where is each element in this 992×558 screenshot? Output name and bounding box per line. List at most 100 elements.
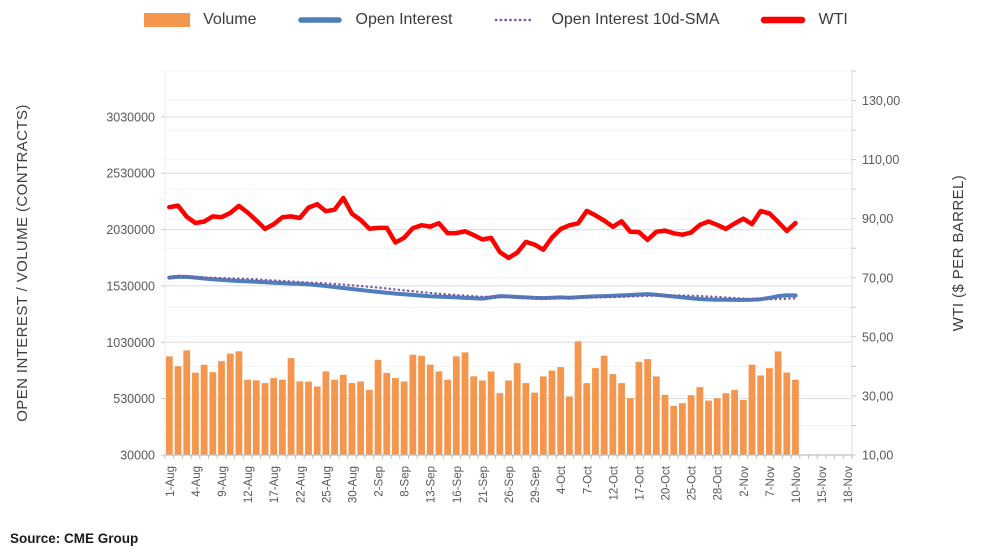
right-axis-tick-label: 30,00 [862,389,893,403]
volume-bar [261,383,269,455]
volume-swatch [144,13,191,27]
open-interest-10d-sma-swatch [495,18,536,22]
x-axis-tick-label: 25-Oct [687,465,699,500]
volume-bar [235,351,243,455]
x-axis-tick-label: 21-Sep [478,466,490,503]
volume-bar [357,381,365,455]
x-axis-tick-label: 7-Nov [765,466,777,497]
volume-bar [174,366,182,455]
x-axis-tick-label: 25-Aug [321,466,333,503]
volume-bar [322,371,330,455]
left-axis-tick-labels: 3030000 2530000 2030000 1530000 1030000 53000… [106,110,155,462]
volume-bar [409,354,417,455]
volume-bar [635,362,643,455]
x-axis-tick-label: 15-Nov [817,466,829,503]
left-axis-tick-label: 3030000 [106,110,155,124]
legend-item-volume: Volume [144,11,257,29]
left-axis-tick-label: 2030000 [106,223,155,237]
right-axis-tick-label: 50,00 [862,330,893,344]
volume-bar [696,387,704,455]
volume-bar [426,364,434,455]
x-axis-tick-label: 29-Sep [530,466,542,503]
x-axis-tick-label: 26-Sep [504,466,516,503]
volume-bar [739,399,747,455]
volume-bar [644,359,652,455]
x-axis-tick-label: 4-Aug [191,466,203,497]
volume-bar [774,351,782,455]
chart-legend: Volume Open Interest Open Interest 10d-SMA… [0,4,992,36]
volume-bar [183,350,191,455]
chart-canvas: 3030000 2530000 2030000 1530000 1030000 53000… [14,70,967,503]
volume-bar [313,386,321,455]
volume-bar [165,356,173,455]
open-interest-sma-line [168,275,797,301]
volume-bar [487,371,495,455]
volume-bar [731,389,738,455]
volume-bar [400,381,408,455]
volume-bar [479,380,486,455]
x-axis-tick-label: 12-Oct [608,465,620,500]
x-axis-tick-label: 12-Aug [243,466,255,503]
volume-bar [513,363,521,455]
x-axis-tick-label: 10-Nov [791,466,803,503]
right-axis-title: WTI ($ PER BARREL) [950,175,967,331]
right-axis-tick-label: 70,00 [862,271,893,285]
volume-bar [305,381,312,455]
legend-label: Open Interest [355,11,453,28]
wti-swatch [760,16,805,24]
x-axis-tick-label: 28-Oct [713,465,725,500]
x-axis-tick-label: 20-Oct [661,465,673,500]
volume-bar [496,393,504,455]
volume-bar [583,383,591,455]
left-axis-tick-label: 30000 [120,449,155,463]
volume-bars [165,341,799,455]
legend-label: Open Interest 10d-SMA [551,11,720,28]
volume-bar [600,355,608,455]
volume-bar [618,383,625,455]
volume-bar [652,376,660,455]
volume-bar [722,393,730,455]
volume-bar [374,359,382,455]
x-axis-tick-label: 8-Sep [400,466,412,497]
x-axis-tick-label: 4-Oct [556,465,568,494]
volume-bar [557,367,565,455]
volume-bar [435,371,443,455]
legend-item-open-interest: Open Interest [297,11,453,29]
wti-line [167,195,798,261]
volume-bar [687,395,695,455]
legend-label: Volume [203,11,257,28]
right-axis-tick-label: 110,00 [862,153,899,167]
volume-bar [670,405,678,455]
right-axis-tick-labels: 130,00 110,00 90,00 70,00 50,00 30,00 10,00 [862,94,900,463]
x-axis-tick-label: 2-Sep [374,466,386,497]
x-axis-tick-label: 1-Aug [165,466,177,497]
volume-bar [226,353,234,455]
volume-bar [209,372,217,455]
x-axis-tick-label: 17-Aug [269,466,281,503]
left-axis-tick-label: 1030000 [106,336,155,350]
volume-bar [679,403,686,455]
right-axis-tick-label: 130,00 [862,94,900,108]
volume-bar [287,358,295,455]
x-axis-tick-label: 22-Aug [295,466,307,503]
volume-bar [574,341,582,455]
left-axis-title: OPEN INTEREST / VOLUME (CONTRACTS) [14,104,31,422]
x-axis-tick-label: 9-Aug [217,466,229,497]
x-axis-tick-label: 18-Nov [843,466,855,503]
open-interest-swatch [297,17,342,23]
volume-bar [531,392,538,455]
source-note: Source: CME Group [10,531,139,546]
x-axis-tick-labels: 1-Aug 4-Aug 9-Aug 12-Aug 17-Aug 22-Aug 25-Aug 3… [165,465,855,503]
volume-bar [244,379,251,455]
volume-bar [452,356,460,455]
volume-bar [792,379,799,455]
volume-bar [705,400,712,455]
volume-bar [279,379,286,455]
right-axis-tick-label: 10,00 [862,449,893,463]
axes [161,70,856,459]
legend-label: WTI [818,11,848,28]
x-axis-tick-label: 7-Oct [582,465,594,494]
volume-bar [383,372,391,455]
x-axis-tick-label: 17-Oct [634,465,646,500]
volume-bar [392,378,399,455]
